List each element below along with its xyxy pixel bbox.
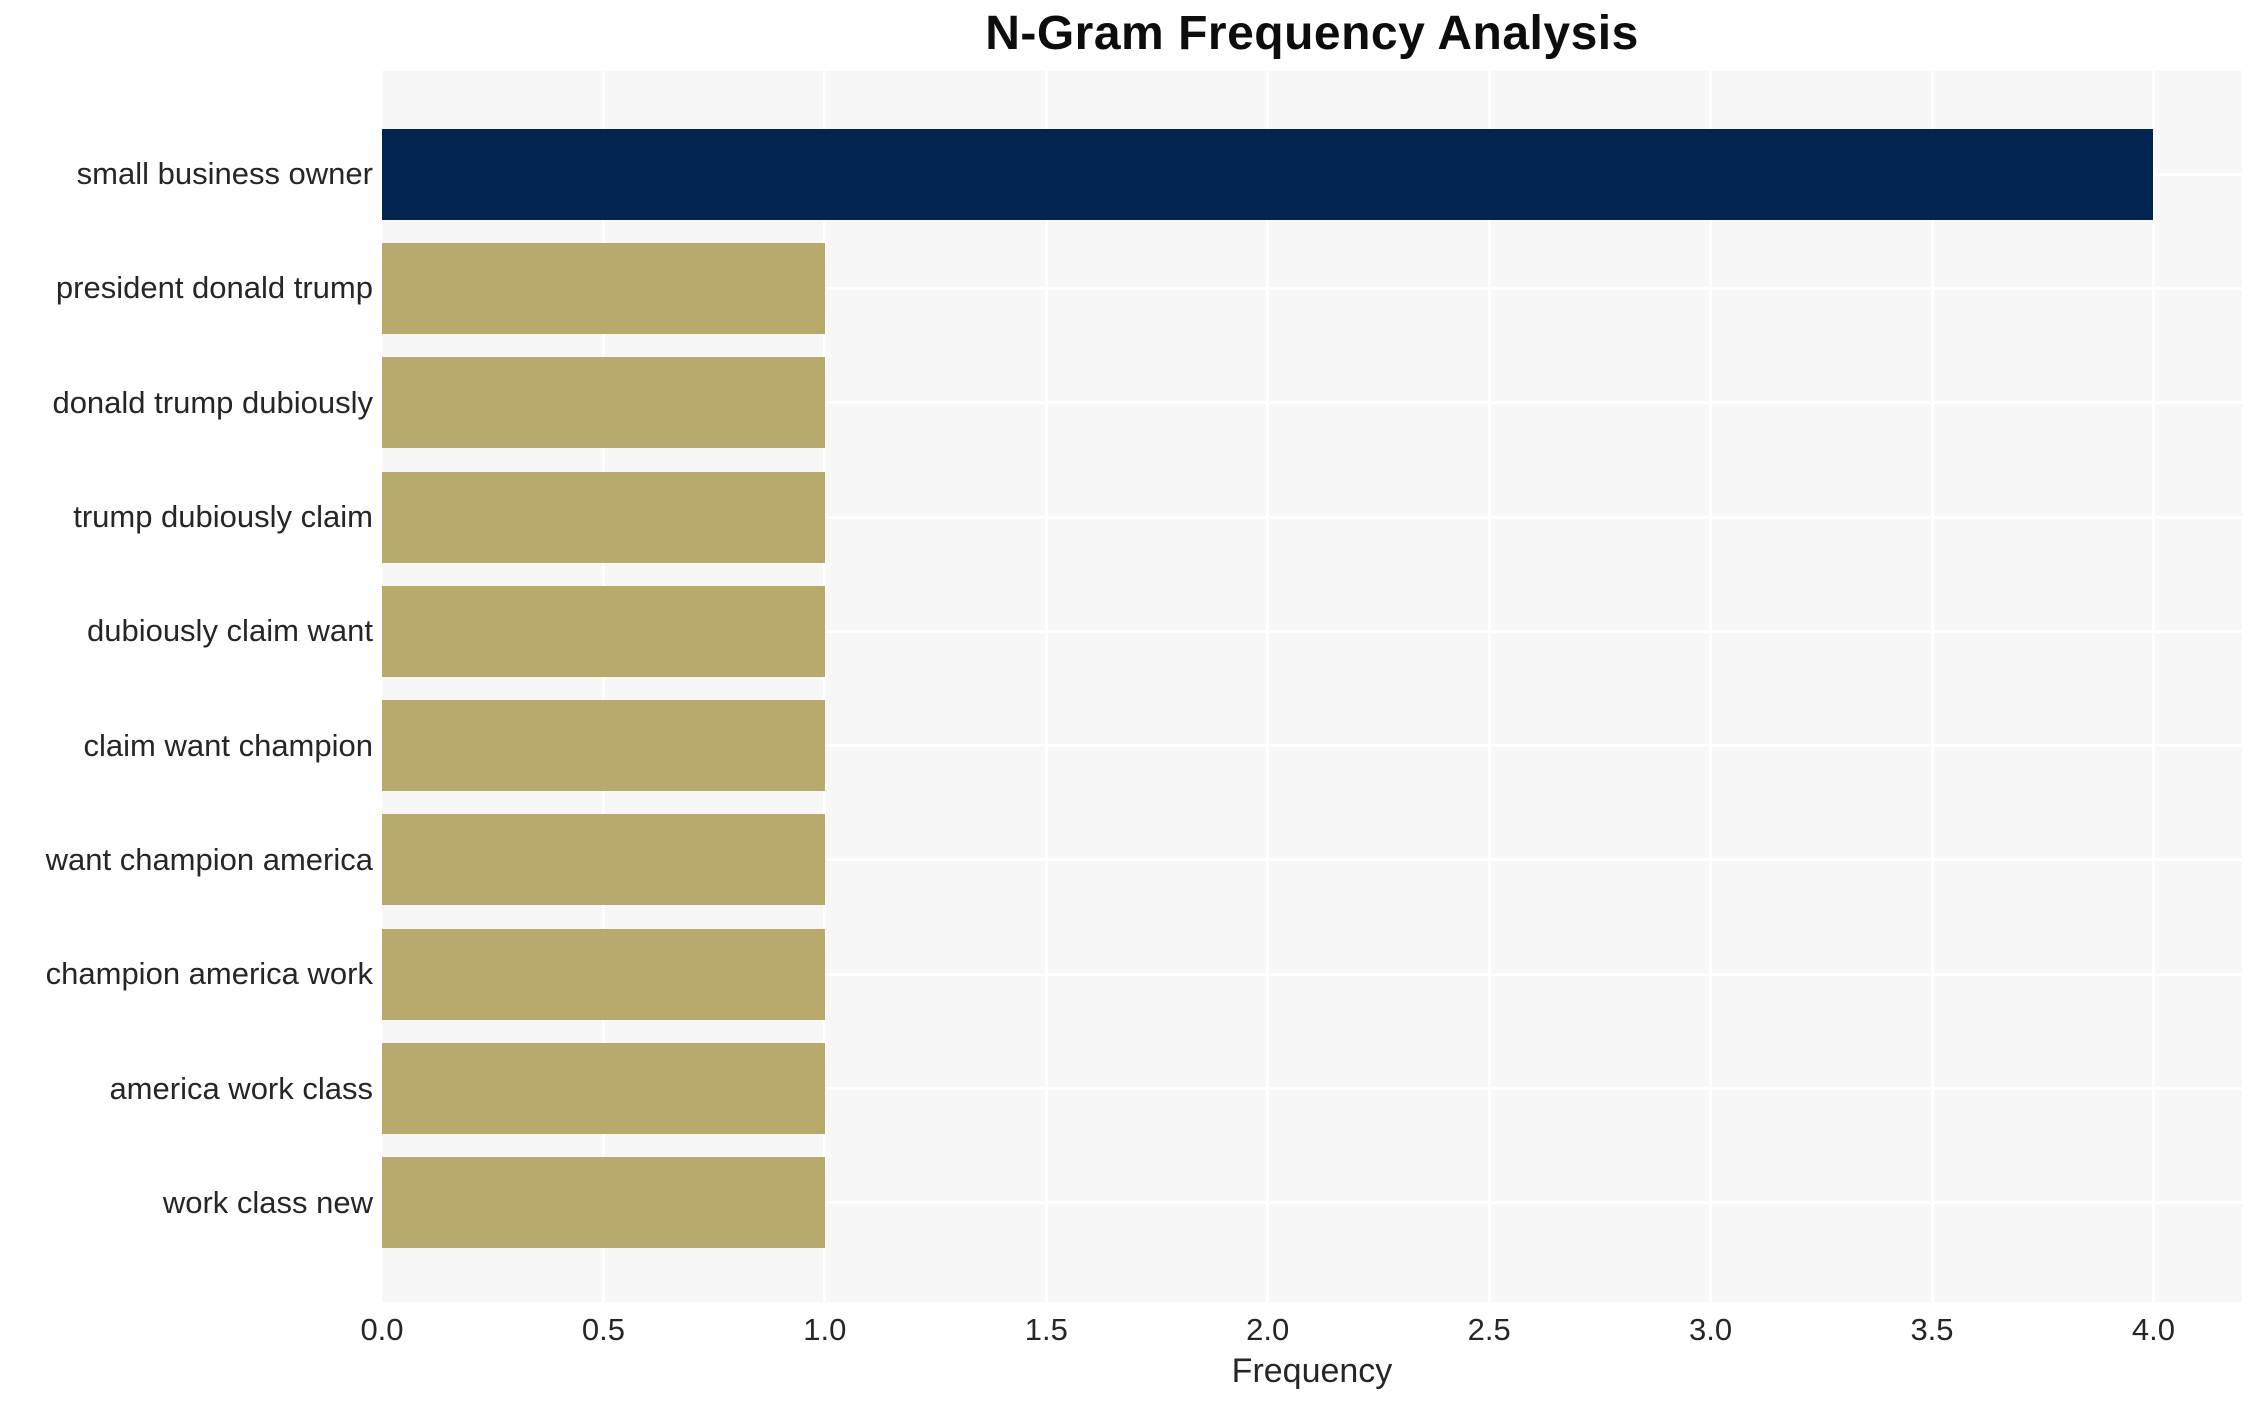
y-axis-label: small business owner [76,156,373,192]
bar [382,700,825,792]
bar [382,928,825,1020]
gridline-horizontal [382,515,2242,519]
bar [382,1157,825,1249]
x-tick-label: 2.5 [1467,1312,1511,1347]
x-tick-label: 3.5 [1910,1312,1954,1347]
y-axis-label: donald trump dubiously [52,384,373,420]
gridline-vertical [1930,71,1934,1302]
gridline-vertical [1044,71,1048,1302]
y-axis-label: want champion america [45,841,373,877]
bar [382,128,2154,220]
gridline-horizontal [382,972,2242,976]
y-axis-label: claim want champion [83,727,373,763]
y-axis-label: champion america work [45,956,373,992]
bar [382,585,825,677]
y-axis-label: america work class [109,1070,373,1106]
gridline-horizontal [382,286,2242,290]
bar [382,242,825,334]
gridline-vertical [1487,71,1491,1302]
y-axis-label: president donald trump [55,270,373,306]
gridline-horizontal [382,1201,2242,1205]
gridline-horizontal [382,744,2242,748]
bar [382,1043,825,1135]
x-tick-label: 0.0 [360,1312,404,1347]
gridline-vertical [1709,71,1713,1302]
x-tick-label: 2.0 [1246,1312,1290,1347]
bar [382,814,825,906]
gridline-vertical [601,71,605,1302]
gridline-vertical [1266,71,1270,1302]
plot-area [382,71,2242,1302]
x-tick-label: 1.0 [803,1312,847,1347]
gridline-vertical [2151,71,2155,1302]
y-axis-label: work class new [162,1184,373,1220]
bar [382,471,825,563]
y-axis-labels: small business owner president donald tru… [0,71,373,1302]
x-tick-label: 3.0 [1689,1312,1733,1347]
bar [382,357,825,449]
gridline-horizontal [382,1087,2242,1091]
y-axis-label: dubiously claim want [86,613,373,649]
x-tick-label: 1.5 [1024,1312,1068,1347]
gridline-horizontal [382,401,2242,405]
y-axis-label: trump dubiously claim [73,499,373,535]
x-tick-label: 4.0 [2131,1312,2175,1347]
x-tick-label: 0.5 [581,1312,625,1347]
gridline-horizontal [382,629,2242,633]
gridline-vertical [823,71,827,1302]
chart-title: N-Gram Frequency Analysis [985,7,1639,60]
x-axis-title: Frequency [1231,1352,1393,1390]
gridline-horizontal [382,858,2242,862]
